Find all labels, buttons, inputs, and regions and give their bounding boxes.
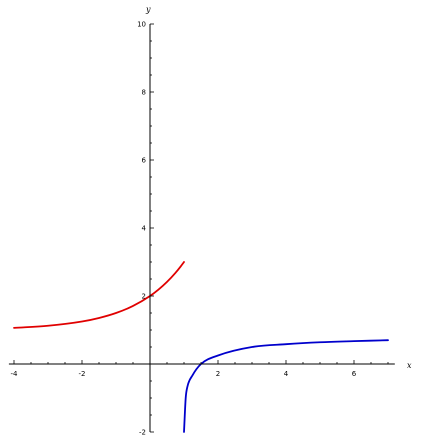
curves: [13, 261, 389, 433]
y-tick-label: 10: [137, 21, 146, 29]
series-line-2: [183, 339, 389, 433]
y-tick-label: -2: [139, 429, 146, 437]
x-tick-label: 2: [216, 370, 220, 378]
x-tick-label: 6: [352, 370, 357, 378]
ticks: -4 -2 2 4 6 -2 2 4 6 8 10: [11, 21, 389, 437]
x-tick-label: -2: [79, 370, 86, 378]
y-tick-label: 8: [142, 89, 146, 97]
y-tick-label: 2: [142, 293, 146, 301]
x-tick-label: 4: [284, 370, 289, 378]
x-tick-label: -4: [11, 370, 19, 378]
y-axis-label: y: [145, 5, 151, 14]
y-tick-label: 6: [142, 157, 147, 165]
x-axis-label: x: [407, 361, 412, 370]
series-line-1: [13, 261, 185, 329]
y-tick-label: 4: [142, 225, 147, 233]
